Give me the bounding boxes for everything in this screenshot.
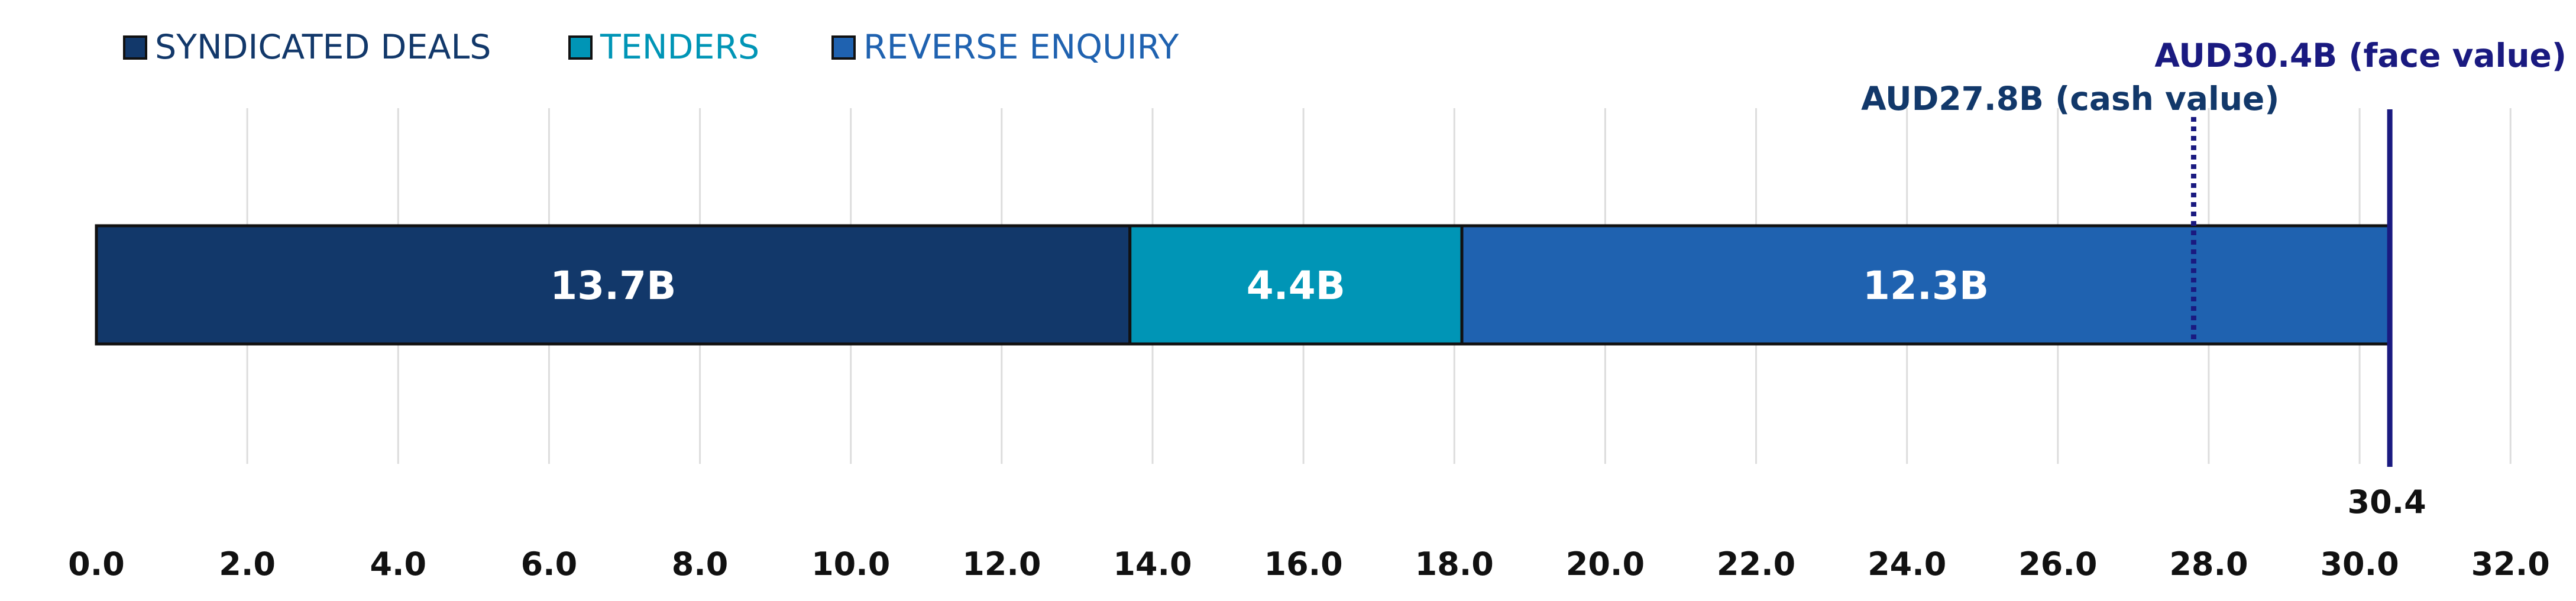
cash-value-label: AUD27.8B (cash value) (1861, 80, 2279, 118)
legend-label: TENDERS (600, 28, 759, 67)
segment-labels: 13.7B 4.4B 12.3B (550, 263, 1989, 308)
segment-label: 13.7B (550, 263, 676, 308)
legend-swatch (568, 35, 593, 60)
x-tick-label: 4.0 (370, 545, 426, 583)
legend-swatch (123, 35, 147, 60)
x-tick-label: 20.0 (1566, 545, 1645, 583)
legend-swatch (831, 35, 856, 60)
x-tick-label: 8.0 (672, 545, 729, 583)
legend: SYNDICATED DEALS TENDERS REVERSE ENQUIRY (123, 28, 1179, 67)
segment-label: 12.3B (1863, 263, 1989, 308)
segment-label: 4.4B (1247, 263, 1345, 308)
face-value-label: AUD30.4B (face value) (2154, 37, 2567, 74)
x-tick-label: 24.0 (1868, 545, 1946, 583)
bar-segment (95, 224, 1132, 346)
legend-label: SYNDICATED DEALS (155, 28, 491, 67)
legend-label: REVERSE ENQUIRY (863, 28, 1179, 67)
annotations: AUD27.8B (cash value) AUD30.4B (face valu… (1861, 37, 2567, 521)
x-tick-label: 32.0 (2471, 545, 2550, 583)
x-tick-label: 28.0 (2169, 545, 2248, 583)
x-tick-label: 16.0 (1264, 545, 1343, 583)
x-tick-label: 6.0 (521, 545, 578, 583)
x-tick-label: 30.0 (2320, 545, 2399, 583)
x-tick-label: 18.0 (1415, 545, 1494, 583)
x-tick-label: 0.0 (68, 545, 125, 583)
x-tick-label: 22.0 (1717, 545, 1795, 583)
x-tick-label: 12.0 (962, 545, 1041, 583)
bar-segments (95, 224, 2391, 346)
x-tick-label: 26.0 (2018, 545, 2097, 583)
bar-segment (1128, 224, 1464, 346)
bar-segment (1460, 224, 2391, 346)
x-axis-ticks: 0.0 2.0 4.0 6.0 8.0 10.0 12.0 14.0 16.0 18.0 20.0 2… (68, 545, 2550, 583)
x-tick-label: 2.0 (219, 545, 276, 583)
face-value-axis-label: 30.4 (2348, 483, 2426, 521)
x-tick-label: 14.0 (1113, 545, 1192, 583)
x-tick-label: 10.0 (811, 545, 890, 583)
